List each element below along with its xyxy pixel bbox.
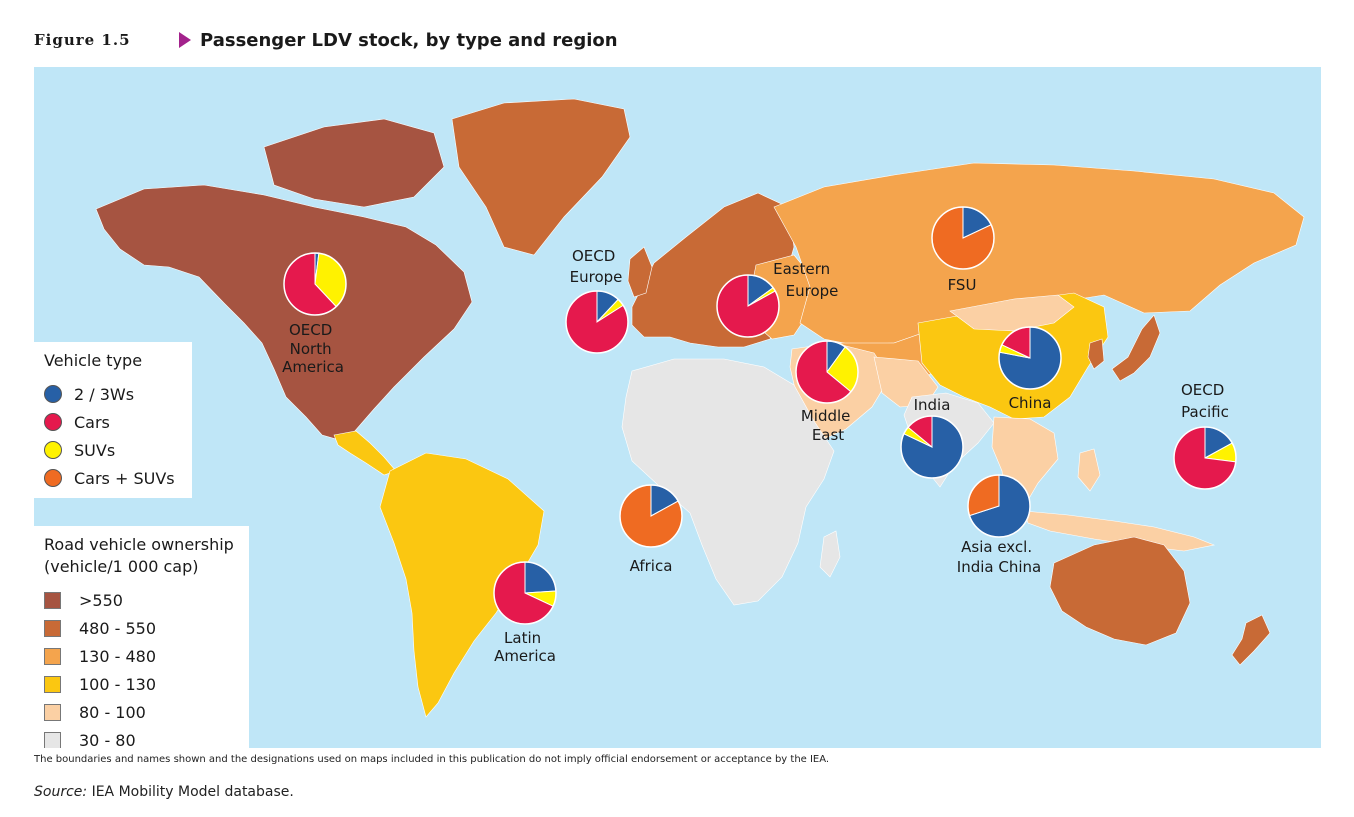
square-icon [44,591,61,609]
circle-icon [44,469,62,487]
legend-label: 2 / 3Ws [74,384,135,404]
legend-label: >550 [79,590,123,610]
land-uk [627,246,653,298]
source-text: IEA Mobility Model database. [91,784,294,800]
pie-outline [1173,426,1237,490]
pie-outline [795,340,859,404]
circle-icon [44,413,62,431]
legend-item-550-plus: >550 [44,586,249,614]
pie-chart-group [283,206,1237,625]
pie-latin-america [493,561,557,625]
legend-item-100-130: 100 - 130 [44,670,249,698]
pie-africa [619,484,683,548]
land-fsu [773,162,1305,346]
label-eastern-europe: Eastern Europe [773,260,838,300]
legend-item-80-100: 80 - 100 [44,698,249,726]
land-japan [1111,314,1161,382]
pie-oecd-north-america [283,252,347,316]
legend-item-30-80: 30 - 80 [44,726,249,748]
legend-item-cars: Cars [44,408,192,436]
label-africa: Africa [630,557,673,575]
pie-outline [619,484,683,548]
land-indonesia [1023,510,1216,552]
square-icon [44,703,61,721]
figure-header: Figure 1.5 Passenger LDV stock, by type … [34,26,618,54]
legend-label: 480 - 550 [79,618,157,638]
world-map: OECD North America OECD Europe Eastern E… [34,67,1321,748]
land-korea [1087,338,1105,370]
pie-outline [900,415,964,479]
legend-label: 130 - 480 [79,646,157,666]
land-australia [1049,536,1191,646]
legend-item-suvs: SUVs [44,436,192,464]
legend-label: Cars [74,412,110,432]
legend-label: SUVs [74,440,116,460]
pie-outline [931,206,995,270]
vehicle-type-legend-title: Vehicle type [44,351,143,370]
square-icon [44,647,61,665]
square-icon [44,619,61,637]
pie-asia-excl-india-china [967,474,1031,538]
label-india: India [914,396,951,414]
label-oecd-north-america: OECD North America [282,321,344,376]
source-note: Source: IEA Mobility Model database. [34,784,294,800]
pie-outline [283,252,347,316]
pie-oecd-pacific [1173,426,1237,490]
label-latin-america: Latin America [494,629,556,665]
pie-outline [967,474,1031,538]
land-philippines [1077,448,1101,492]
legend-item-2-3ws: 2 / 3Ws [44,380,192,408]
legend-item-cars-suvs: Cars + SUVs [44,464,192,492]
title-arrow-icon [179,32,191,48]
legend-item-130-480: 130 - 480 [44,642,249,670]
legend-label: 30 - 80 [79,730,136,749]
figure-label: Figure 1.5 [34,31,131,49]
pie-outline [716,274,780,338]
land-new-zealand [1231,614,1271,666]
label-middle-east: Middle East [801,407,855,444]
land-africa [621,358,835,606]
legend-item-480-550: 480 - 550 [44,614,249,642]
land-arctic-islands [263,118,445,208]
land-madagascar [819,530,841,578]
pie-middle-east [795,340,859,404]
source-prefix: Source: [34,784,88,800]
pie-outline [493,561,557,625]
square-icon [44,675,61,693]
pie-india [900,415,964,479]
pie-oecd-europe [565,290,629,354]
label-fsu: FSU [948,276,977,294]
pie-fsu [931,206,995,270]
ownership-legend: Road vehicle ownership (vehicle/1 000 ca… [34,526,249,748]
ownership-title-line2: (vehicle/1 000 cap) [44,557,199,576]
legend-label: Cars + SUVs [74,468,175,488]
label-china: China [1009,394,1052,412]
square-icon [44,731,61,748]
vehicle-type-legend: Vehicle type 2 / 3Ws Cars SUVs Cars + SU… [34,342,192,498]
pie-outline [998,326,1062,390]
label-oecd-europe: OECD Europe [570,247,623,286]
pie-outline [565,290,629,354]
ownership-legend-title: Road vehicle ownership (vehicle/1 000 ca… [44,534,249,578]
ownership-title-line1: Road vehicle ownership [44,535,234,554]
land-greenland [451,98,631,256]
figure-title: Passenger LDV stock, by type and region [200,29,618,51]
legend-label: 100 - 130 [79,674,157,694]
label-asia-excl-india-china: Asia excl. India China [957,538,1041,576]
pie-eastern-europe [716,274,780,338]
disclaimer: The boundaries and names shown and the d… [34,754,830,765]
label-oecd-pacific: OECD Pacific [1181,381,1229,421]
legend-label: 80 - 100 [79,702,146,722]
region-labels: OECD North America OECD Europe Eastern E… [282,247,1229,665]
circle-icon [44,385,62,403]
pie-china [998,326,1062,390]
circle-icon [44,441,62,459]
land-south-america [379,452,545,718]
land-mongolia [949,294,1075,332]
